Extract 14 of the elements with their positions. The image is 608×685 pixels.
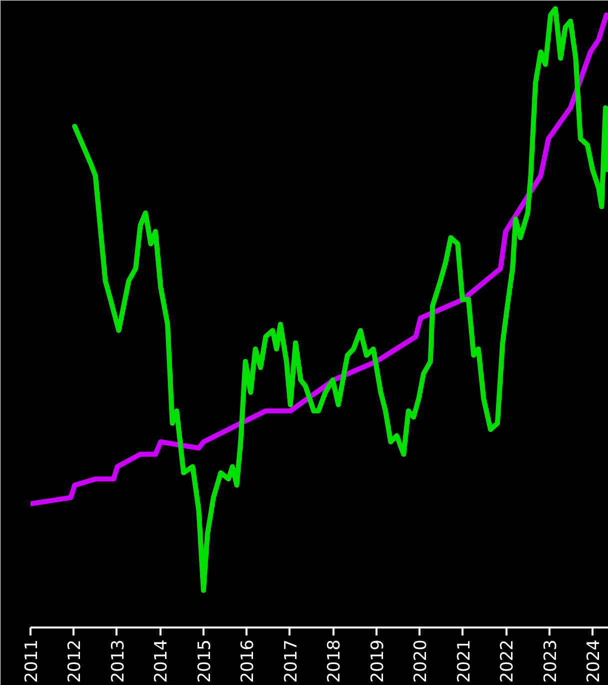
x-tick-label: 2020 — [411, 640, 432, 683]
x-tick-label: 2018 — [324, 640, 345, 683]
x-tick-label: 2011 — [22, 640, 42, 683]
x-tick-label: 2017 — [281, 640, 302, 683]
x-tick-label: 2015 — [194, 640, 215, 683]
x-tick-label: 2019 — [368, 640, 388, 683]
x-tick-label: 2023 — [540, 640, 561, 683]
x-tick-label: 2013 — [108, 640, 128, 683]
x-tick-label: 2021 — [454, 640, 474, 683]
x-tick-label: 2012 — [65, 640, 86, 683]
x-tick-label: 2022 — [498, 640, 518, 683]
x-tick-label: 2014 — [152, 640, 172, 683]
x-tick-label: 2024 — [584, 640, 604, 683]
x-tick-label: 2016 — [238, 640, 258, 683]
